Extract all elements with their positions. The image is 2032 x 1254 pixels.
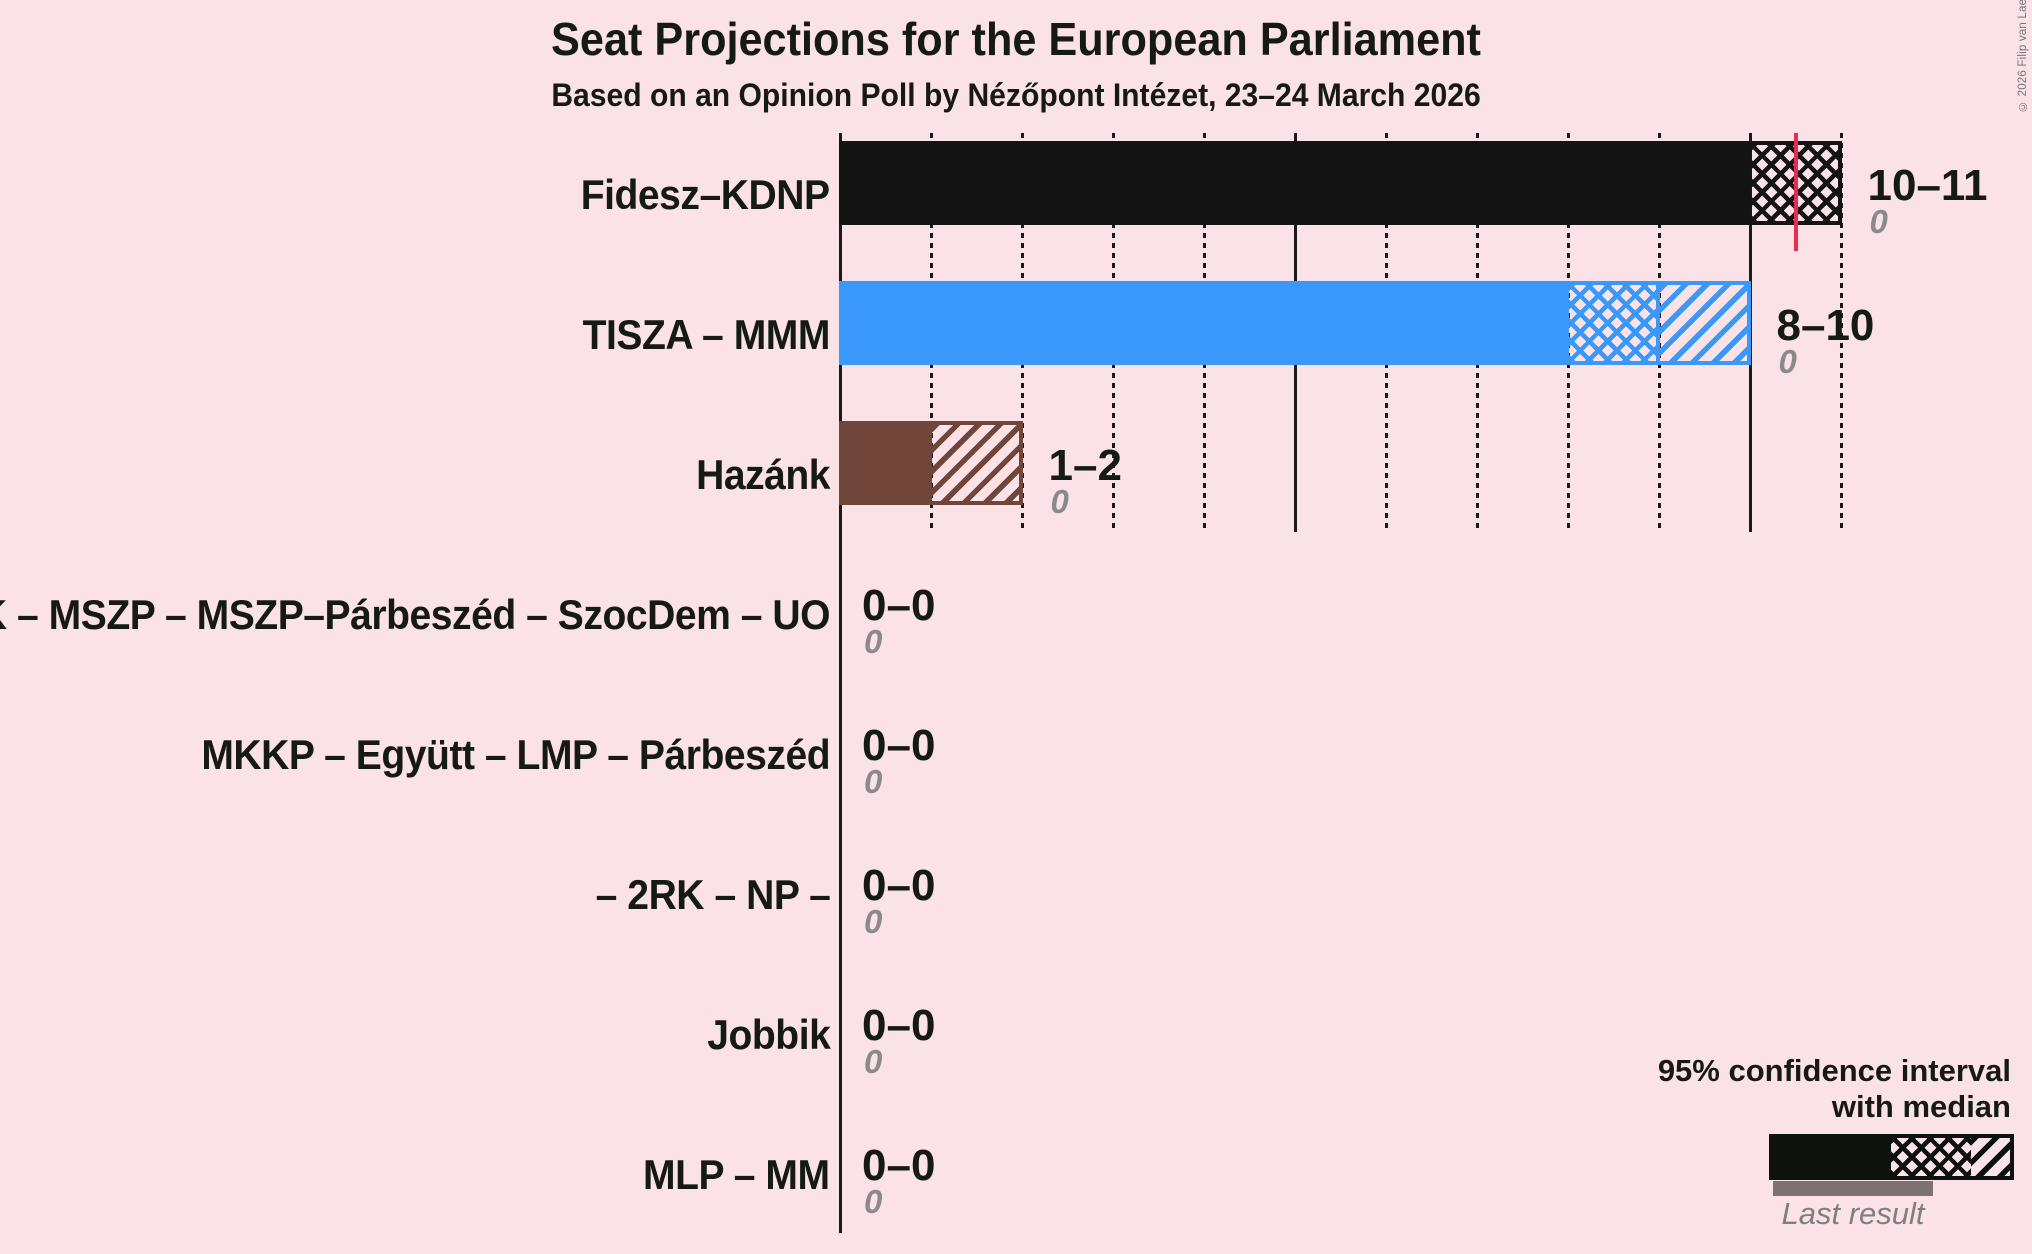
party-label: DK – MSZP – MSZP–Párbeszéd – SzocDem – U… <box>0 591 830 638</box>
legend-sample-solid <box>1773 1138 1891 1176</box>
seats-label: 1–2 <box>1048 441 1122 490</box>
bar-ci-diagonal <box>1659 281 1751 365</box>
chart-title: Seat Projections for the European Parlia… <box>551 13 1481 65</box>
legend-sample-bar <box>1769 1134 2014 1180</box>
seats-label: 0–0 <box>862 581 936 630</box>
bar-solid <box>839 141 1751 225</box>
last-result-label: 0 <box>1869 203 1888 240</box>
seats-label: 0–0 <box>862 861 936 910</box>
seats-label: 8–10 <box>1776 301 1875 350</box>
median-line <box>1794 133 1798 251</box>
legend-ci-line1: 95% confidence interval <box>1657 1053 2011 1088</box>
bar-solid <box>839 421 932 505</box>
party-label: MLP – MM <box>643 1151 830 1198</box>
bar-ci-crosshatch <box>1568 281 1660 365</box>
seats-label: 0–0 <box>862 1001 936 1050</box>
legend-ci-line2: with median <box>1831 1089 2011 1124</box>
party-label: Hazánk <box>696 451 830 498</box>
last-result-label: 0 <box>864 623 883 660</box>
seats-label: 0–0 <box>862 1141 936 1190</box>
seats-label: 0–0 <box>862 721 936 770</box>
party-label: – 2RK – NP – <box>595 871 830 918</box>
bar-solid <box>839 281 1569 365</box>
axis-line <box>839 133 842 1233</box>
last-result-label: 0 <box>864 763 883 800</box>
last-result-label: 0 <box>864 903 883 940</box>
bar-ci-diagonal <box>931 421 1023 505</box>
legend-last-result-bar <box>1773 1181 1933 1196</box>
last-result-label: 0 <box>1778 343 1797 380</box>
legend-ci-label: 95% confidence interval with median <box>1658 1053 2011 1125</box>
gridline-solid <box>1749 133 1752 532</box>
party-label: MKKP – Együtt – LMP – Párbeszéd <box>201 731 830 778</box>
seats-label: 10–11 <box>1867 161 1988 210</box>
legend-last-result-label: Last result <box>1781 1196 1925 1231</box>
chart-subtitle: Based on an Opinion Poll by Nézőpont Int… <box>551 77 1481 113</box>
party-label: TISZA – MMM <box>582 311 831 358</box>
gridline-dotted <box>1839 133 1844 532</box>
legend-sample-diagonal <box>1971 1138 2010 1176</box>
last-result-label: 0 <box>864 1043 883 1080</box>
last-result-label: 0 <box>1050 483 1069 520</box>
legend-sample-crosshatch <box>1891 1138 1971 1176</box>
last-result-label: 0 <box>864 1183 883 1220</box>
party-label: Jobbik <box>706 1011 831 1058</box>
party-label: Fidesz–KDNP <box>581 171 830 218</box>
